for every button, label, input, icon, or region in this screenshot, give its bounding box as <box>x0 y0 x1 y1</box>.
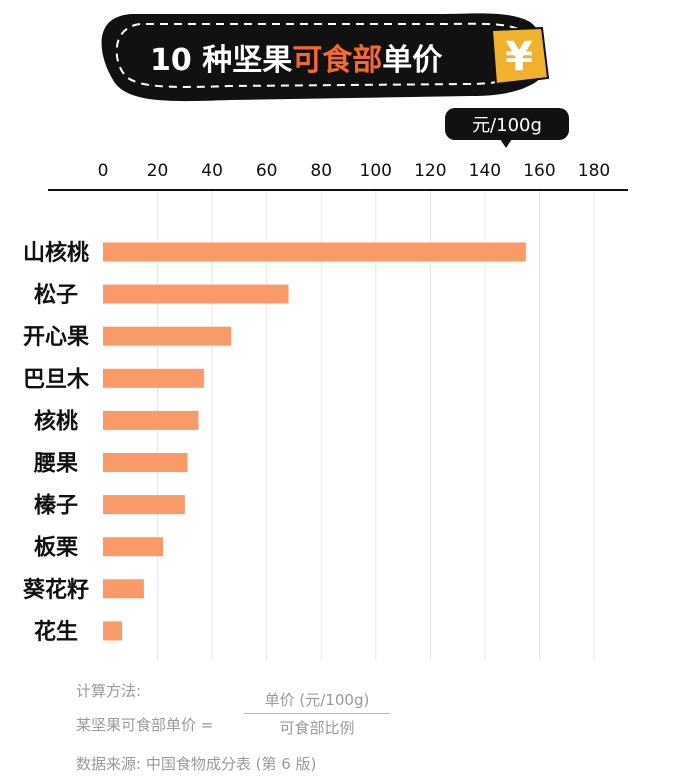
title-highlight: 可食部 <box>292 43 382 78</box>
bar <box>103 579 144 599</box>
formula-left: 某坚果可食部单价 = <box>76 716 214 734</box>
category-label: 核桃 <box>34 408 78 434</box>
unit-label: 元/100g <box>472 115 542 136</box>
fraction-line <box>244 713 390 714</box>
bar <box>103 495 185 515</box>
yen-icon: ¥ <box>505 34 533 80</box>
bar <box>103 410 199 430</box>
x-tick-label: 140 <box>469 161 501 181</box>
title-suffix: 单价 <box>382 43 442 78</box>
banner-background <box>101 13 545 102</box>
category-label: 板栗 <box>34 536 78 561</box>
bar <box>103 368 204 388</box>
formula-numerator: 单价 (元/100g) <box>264 691 370 709</box>
title-prefix: 10 种坚果 <box>150 43 292 78</box>
title-text: 10 种坚果可食部单价 <box>150 43 442 78</box>
banner-dashed-border <box>115 22 531 88</box>
x-tick-label: 20 <box>147 161 169 181</box>
x-tick-label: 0 <box>98 161 109 181</box>
bar-chart: 0 20 40 60 80 100 120 140 160 180 山核桃松子开心果巴旦木核桃腰果榛… <box>22 161 628 660</box>
data-source: 数据来源: 中国食物成分表 (第 6 版) <box>76 755 317 773</box>
bar <box>103 284 289 304</box>
x-tick-label: 60 <box>256 161 278 181</box>
yen-badge: ¥ <box>490 26 550 86</box>
category-label: 巴旦木 <box>23 367 90 392</box>
bar <box>103 242 526 262</box>
bar <box>103 621 123 641</box>
category-label: 腰果 <box>33 452 78 477</box>
x-tick-label: 160 <box>523 161 555 181</box>
method-label: 计算方法: <box>76 682 142 700</box>
formula-fraction: 单价 (元/100g) 可食部比例 <box>244 689 390 738</box>
bar <box>103 453 188 472</box>
category-label: 松子 <box>34 283 78 308</box>
category-label: 开心果 <box>23 325 89 350</box>
category-label: 花生 <box>34 619 78 645</box>
category-label: 山核桃 <box>23 240 89 266</box>
unit-tag: 元/100g <box>445 108 569 148</box>
x-tick-label: 80 <box>310 161 332 181</box>
category-label: 榛子 <box>34 494 78 519</box>
x-tick-label: 180 <box>578 161 610 181</box>
bar <box>103 537 164 557</box>
x-tick-label: 100 <box>360 161 392 181</box>
bar <box>103 326 232 346</box>
x-tick-label: 40 <box>201 161 223 181</box>
x-tick-label: 120 <box>414 161 446 181</box>
title-banner: 10 种坚果可食部单价 ¥ 元/100g <box>101 13 569 148</box>
category-label: 葵花籽 <box>22 577 89 603</box>
formula-denominator: 可食部比例 <box>279 719 355 737</box>
